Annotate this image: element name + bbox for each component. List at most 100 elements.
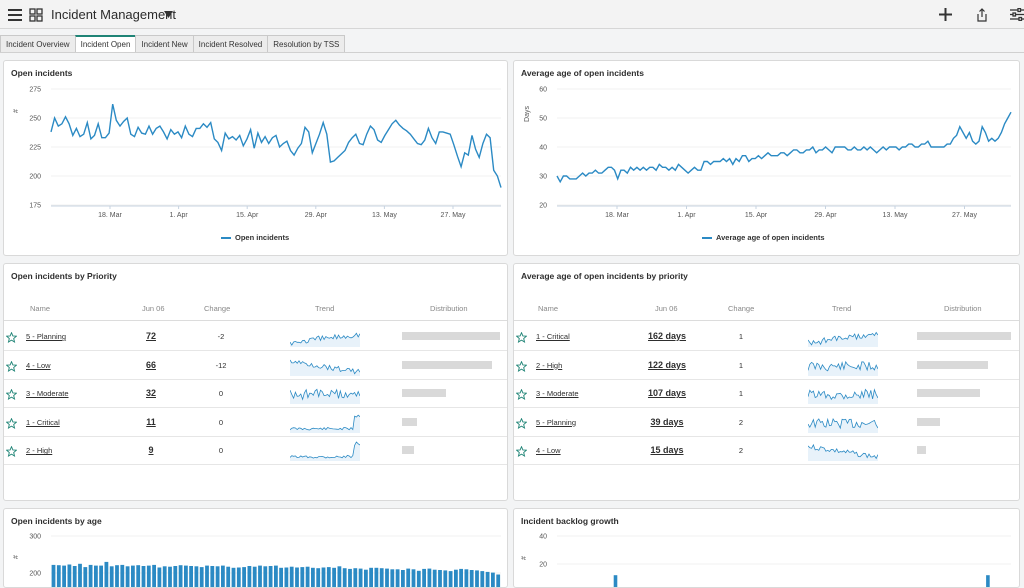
- row-value-link[interactable]: 9: [148, 445, 154, 456]
- row-trend-sparkline[interactable]: [290, 325, 360, 347]
- table-row[interactable]: 2 - High 122 days 1: [514, 351, 1019, 380]
- bar[interactable]: [613, 575, 618, 587]
- table-row[interactable]: 3 - Moderate 107 days 1: [514, 379, 1019, 409]
- column-header-change[interactable]: Change: [204, 304, 231, 313]
- bar[interactable]: [305, 566, 310, 587]
- star-icon[interactable]: [515, 330, 528, 343]
- bar[interactable]: [986, 575, 990, 587]
- bar[interactable]: [136, 565, 141, 587]
- row-distribution-bar[interactable]: [917, 446, 926, 455]
- row-name-link[interactable]: 5 - Planning: [536, 417, 577, 427]
- row-distribution-bar[interactable]: [402, 389, 446, 398]
- bar[interactable]: [231, 567, 236, 587]
- bar[interactable]: [274, 565, 278, 587]
- row-distribution-bar[interactable]: [917, 332, 1012, 340]
- bar[interactable]: [258, 565, 262, 587]
- bar[interactable]: [252, 566, 257, 587]
- row-distribution-bar[interactable]: [402, 332, 500, 340]
- table-row[interactable]: 1 - Critical 11 0: [4, 408, 507, 437]
- bar[interactable]: [300, 567, 305, 587]
- bar[interactable]: [448, 571, 453, 587]
- star-icon[interactable]: [5, 330, 18, 343]
- bar[interactable]: [374, 567, 379, 587]
- bar[interactable]: [194, 566, 199, 587]
- bar[interactable]: [51, 564, 56, 587]
- bar[interactable]: [247, 566, 252, 587]
- bar[interactable]: [480, 571, 485, 587]
- bar[interactable]: [178, 565, 183, 587]
- row-distribution-bar[interactable]: [402, 360, 492, 369]
- table-row[interactable]: 4 - Low 15 days 2: [514, 436, 1019, 466]
- plus-icon[interactable]: [937, 6, 954, 23]
- row-distribution-bar[interactable]: [402, 417, 417, 426]
- row-value-link[interactable]: 72: [145, 331, 156, 341]
- star-icon[interactable]: [515, 444, 528, 458]
- row-name-link[interactable]: 2 - High: [536, 360, 563, 370]
- column-header-change[interactable]: Change: [728, 304, 755, 313]
- average-age-chart[interactable]: 60 50 40 30 20 Days 18. Mar 1. Apr 15. Apr 29. Ap…: [514, 79, 1021, 249]
- star-icon[interactable]: [5, 387, 18, 401]
- bar[interactable]: [395, 569, 400, 587]
- bar[interactable]: [390, 569, 395, 587]
- row-trend-sparkline[interactable]: [808, 354, 878, 376]
- bar[interactable]: [475, 570, 479, 587]
- bar[interactable]: [491, 572, 495, 587]
- share-icon[interactable]: [973, 6, 990, 23]
- bar[interactable]: [173, 566, 178, 587]
- bar[interactable]: [141, 566, 146, 587]
- table-row[interactable]: 2 - High 9 0: [4, 436, 507, 466]
- bar[interactable]: [469, 570, 474, 587]
- bar[interactable]: [289, 566, 294, 587]
- bar[interactable]: [72, 566, 77, 587]
- row-trend-sparkline[interactable]: [290, 382, 360, 405]
- row-name-link[interactable]: 2 - High: [26, 446, 53, 456]
- bar[interactable]: [146, 565, 151, 587]
- row-value-link[interactable]: 15 days: [650, 445, 684, 456]
- row-value-link[interactable]: 11: [146, 416, 156, 427]
- bar[interactable]: [226, 566, 231, 587]
- bar[interactable]: [83, 567, 88, 587]
- row-distribution-bar[interactable]: [917, 360, 988, 369]
- open-by-age-chart[interactable]: 300 200 #: [4, 527, 509, 587]
- table-row[interactable]: 1 - Critical 162 days 1: [514, 322, 1019, 351]
- bar[interactable]: [326, 567, 331, 587]
- star-icon[interactable]: [5, 359, 18, 372]
- row-value-link[interactable]: 66: [145, 359, 156, 370]
- bar[interactable]: [464, 569, 469, 587]
- bar[interactable]: [215, 566, 220, 587]
- row-distribution-bar[interactable]: [402, 446, 414, 455]
- column-header-name[interactable]: Name: [30, 304, 51, 313]
- bar[interactable]: [401, 570, 405, 587]
- row-trend-sparkline[interactable]: [290, 439, 360, 462]
- backlog-growth-chart[interactable]: 40 20 #: [514, 527, 1021, 587]
- tab-incident-resolved[interactable]: Incident Resolved: [192, 35, 268, 53]
- row-name-link[interactable]: 3 - Moderate: [26, 389, 69, 399]
- bar[interactable]: [221, 565, 225, 587]
- row-value-link[interactable]: 122 days: [647, 359, 687, 370]
- table-row[interactable]: 4 - Low 66 -12: [4, 351, 507, 380]
- chart-legend[interactable]: Average age of open incidents: [702, 233, 825, 242]
- open-incidents-chart[interactable]: 275 250 225 200 175 #18. Mar 1. Apr 15. Apr 29. …: [4, 79, 509, 249]
- table-row[interactable]: 5 - Planning 72 -2: [4, 322, 507, 351]
- bar[interactable]: [162, 566, 167, 587]
- hamburger-icon[interactable]: [6, 6, 23, 23]
- row-value-link[interactable]: 32: [145, 388, 156, 399]
- bar[interactable]: [332, 567, 336, 587]
- row-trend-sparkline[interactable]: [808, 382, 878, 405]
- row-value-link[interactable]: 162 days: [647, 331, 687, 341]
- row-trend-sparkline[interactable]: [290, 411, 360, 433]
- bar[interactable]: [56, 565, 61, 587]
- bar[interactable]: [337, 566, 342, 587]
- bar[interactable]: [120, 564, 125, 587]
- row-name-link[interactable]: 3 - Moderate: [536, 389, 579, 399]
- bar[interactable]: [152, 564, 156, 587]
- bar[interactable]: [369, 567, 373, 587]
- tab-incident-new[interactable]: Incident New: [135, 35, 193, 53]
- tab-incident-open[interactable]: Incident Open: [74, 35, 136, 53]
- row-trend-sparkline[interactable]: [808, 439, 878, 462]
- bar[interactable]: [496, 574, 501, 588]
- star-icon[interactable]: [5, 416, 18, 429]
- bar[interactable]: [67, 564, 72, 588]
- row-name-link[interactable]: 4 - Low: [536, 446, 561, 456]
- row-value-link[interactable]: 39 days: [650, 416, 684, 427]
